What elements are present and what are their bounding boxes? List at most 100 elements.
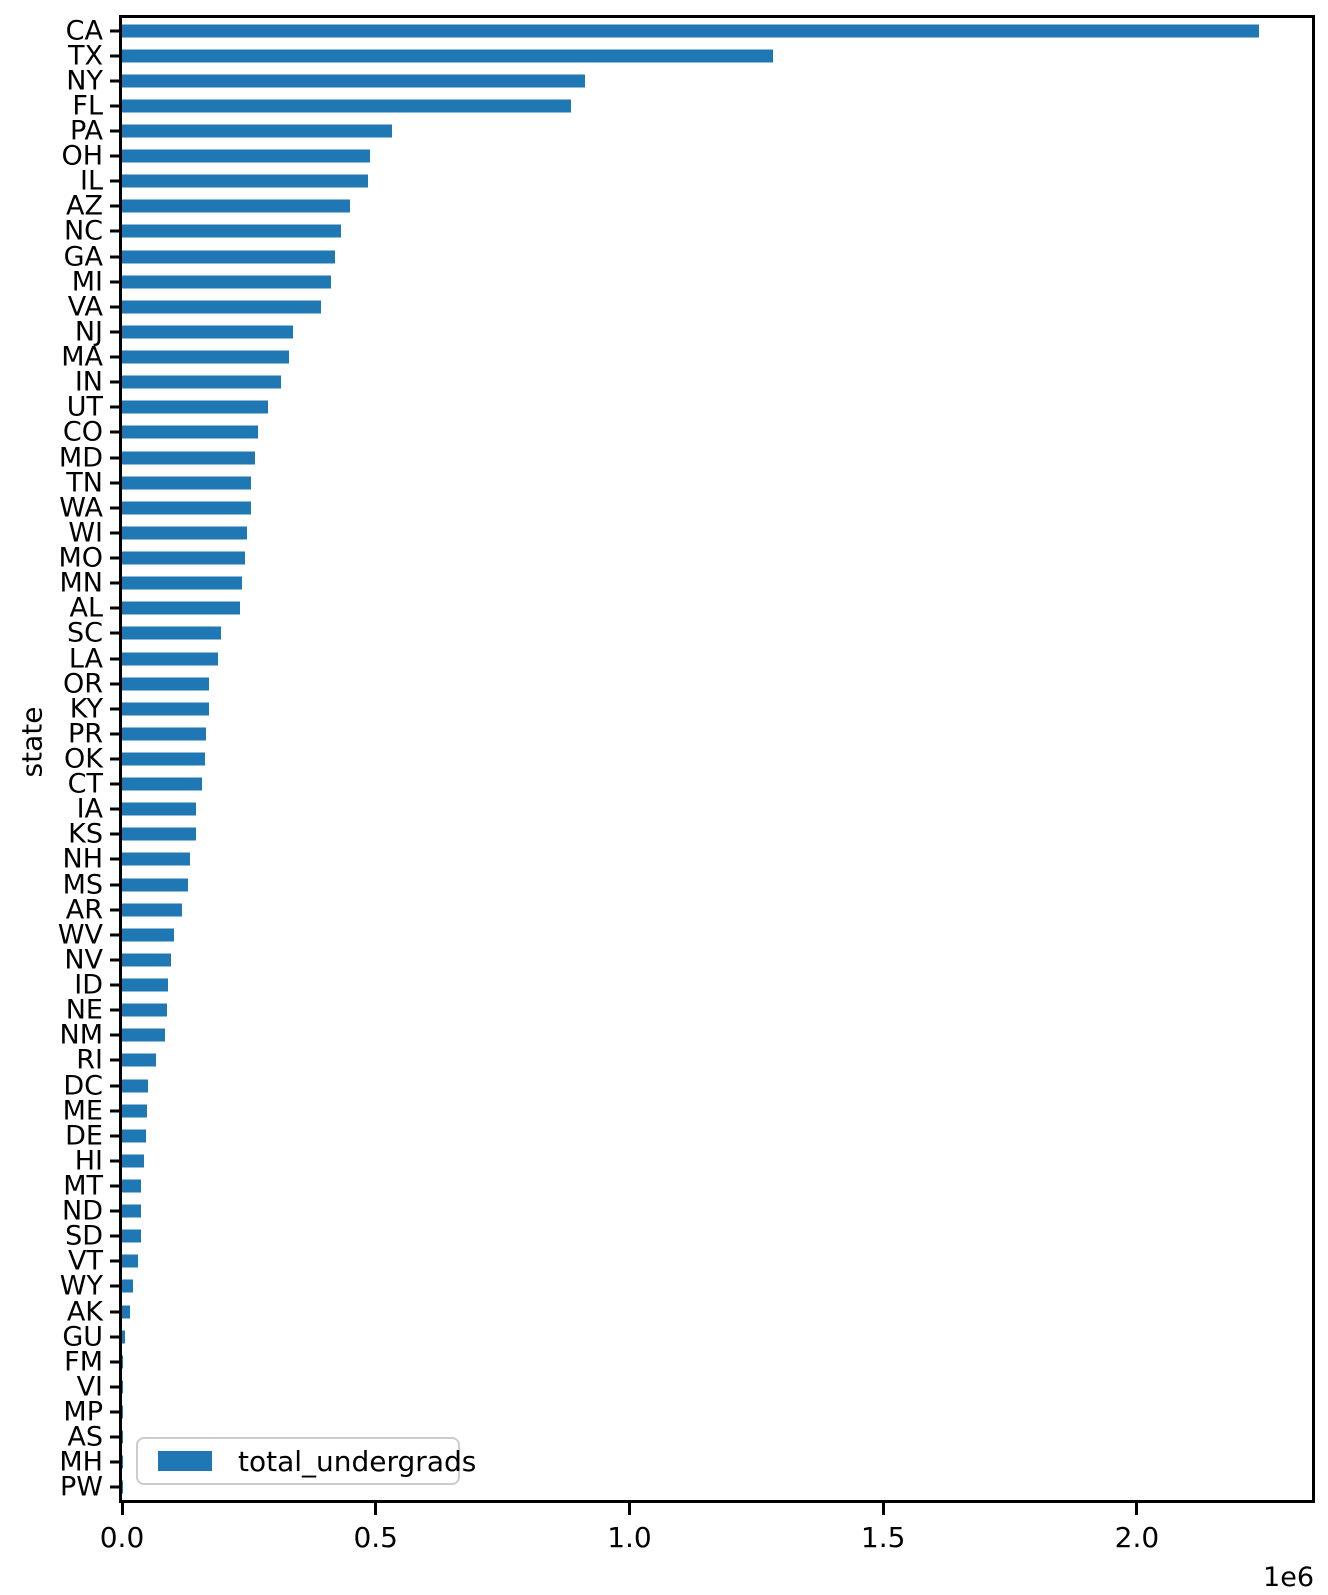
bar-row-wa: WA <box>59 494 1312 521</box>
bar <box>122 350 290 364</box>
y-tick-mark <box>110 255 119 259</box>
bar-row-md: MD <box>59 444 1312 471</box>
y-tick-label: MH <box>59 1446 103 1478</box>
y-tick-mark <box>110 129 119 133</box>
y-tick-label: AL <box>69 592 103 624</box>
y-tick-mark <box>110 1460 119 1464</box>
y-tick-mark <box>110 908 119 912</box>
y-tick-mark <box>110 1259 119 1263</box>
x-tick-label: 1.5 <box>860 1521 906 1554</box>
y-tick-mark <box>110 405 119 409</box>
y-tick-label: GU <box>62 1321 103 1353</box>
bar <box>122 199 351 213</box>
bar-row-ar: AR <box>66 896 1312 923</box>
y-tick-label: HI <box>74 1145 103 1177</box>
y-tick-mark <box>110 807 119 811</box>
y-tick-label: VA <box>67 291 103 323</box>
bar-row-fm: FM <box>64 1348 1312 1375</box>
y-tick-mark <box>110 1033 119 1037</box>
y-tick-label: WI <box>68 517 103 549</box>
y-tick-mark <box>110 1310 119 1314</box>
bar-row-nh: NH <box>63 846 1312 873</box>
y-tick-label: PA <box>69 115 103 147</box>
bar <box>122 1254 139 1268</box>
bar-row-va: VA <box>68 293 1312 320</box>
y-tick-label: NH <box>62 843 104 875</box>
bar <box>122 1079 148 1093</box>
bar <box>122 1053 156 1067</box>
y-tick-mark <box>110 531 119 535</box>
bar-row-or: OR <box>63 670 1312 697</box>
bar <box>122 74 585 88</box>
y-tick-mark <box>110 757 119 761</box>
y-tick-label: FM <box>64 1346 103 1378</box>
y-tick-label: NM <box>59 1019 104 1051</box>
y-tick-label: OK <box>64 743 103 775</box>
y-tick-mark <box>110 606 119 610</box>
bar-row-nm: NM <box>60 1022 1312 1049</box>
y-tick-mark <box>110 682 119 686</box>
bar-row-pw: PW <box>60 1474 1312 1501</box>
bar-row-vt: VT <box>68 1248 1312 1275</box>
y-tick-label: NC <box>63 215 103 247</box>
y-tick-label: KS <box>68 818 103 850</box>
bar <box>122 250 335 264</box>
y-tick-mark <box>110 430 119 434</box>
y-tick-label: CO <box>62 416 103 448</box>
bar <box>122 777 203 791</box>
bar <box>122 903 182 917</box>
bar <box>122 325 293 339</box>
y-tick-label: KY <box>69 693 103 725</box>
y-tick-mark <box>110 732 119 736</box>
y-tick-mark <box>110 581 119 585</box>
bar <box>122 1279 133 1293</box>
x-tick-label: 2.0 <box>1114 1521 1160 1554</box>
bar-row-ms: MS <box>63 871 1312 898</box>
bar <box>122 1104 147 1118</box>
bar-row-vi: VI <box>77 1373 1312 1400</box>
bar-row-ga: GA <box>64 243 1312 270</box>
y-tick-label: SC <box>67 617 103 649</box>
bar <box>122 928 174 942</box>
y-tick-mark <box>110 1184 119 1188</box>
y-tick-mark <box>110 104 119 108</box>
bar-row-me: ME <box>63 1097 1312 1124</box>
y-tick-mark <box>110 154 119 158</box>
bar <box>122 476 251 490</box>
bars-container: CA TX NY FL PA OH IL AZ NC GA MI VA NJ MA IN UT CO MD TN WA… <box>58 17 1312 1501</box>
y-tick-mark <box>110 79 119 83</box>
bar <box>122 626 221 640</box>
y-tick-label: WY <box>59 1270 103 1302</box>
bar-row-nj: NJ <box>75 318 1312 345</box>
bar <box>122 752 206 766</box>
y-tick-mark <box>110 1485 119 1489</box>
y-tick-label: NY <box>66 65 103 97</box>
bar <box>122 1028 166 1042</box>
y-tick-mark <box>110 631 119 635</box>
y-tick-mark <box>110 456 119 460</box>
y-tick-mark <box>110 380 119 384</box>
y-tick-mark <box>110 506 119 510</box>
bar <box>122 1330 125 1344</box>
bar <box>122 49 773 63</box>
y-tick-mark <box>110 1335 119 1339</box>
bar-row-wi: WI <box>68 519 1312 546</box>
y-tick-mark <box>110 983 119 987</box>
y-tick-mark <box>110 933 119 937</box>
y-tick-label: NE <box>65 994 103 1026</box>
y-tick-label: MS <box>62 869 103 901</box>
bar-row-oh: OH <box>61 143 1312 170</box>
y-tick-mark <box>110 657 119 660</box>
bar-row-mi: MI <box>72 268 1312 295</box>
bar-row-al: AL <box>69 595 1312 622</box>
bar <box>122 174 369 188</box>
y-tick-mark <box>110 958 119 962</box>
bar <box>122 852 190 866</box>
bar-row-ok: OK <box>64 745 1312 772</box>
y-tick-mark <box>110 54 119 58</box>
bar <box>122 878 188 892</box>
bar-row-dc: DC <box>63 1072 1312 1099</box>
y-tick-label: MN <box>59 567 104 599</box>
bar-row-ks: KS <box>68 821 1312 848</box>
y-tick-label: VT <box>68 1245 103 1277</box>
